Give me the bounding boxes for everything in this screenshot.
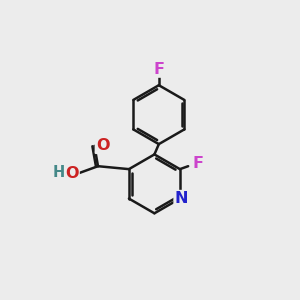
Text: O: O [96,138,110,153]
Text: O: O [65,166,79,181]
Text: H: H [52,165,65,180]
Text: F: F [193,156,204,171]
Text: N: N [175,191,188,206]
Text: F: F [153,61,164,76]
